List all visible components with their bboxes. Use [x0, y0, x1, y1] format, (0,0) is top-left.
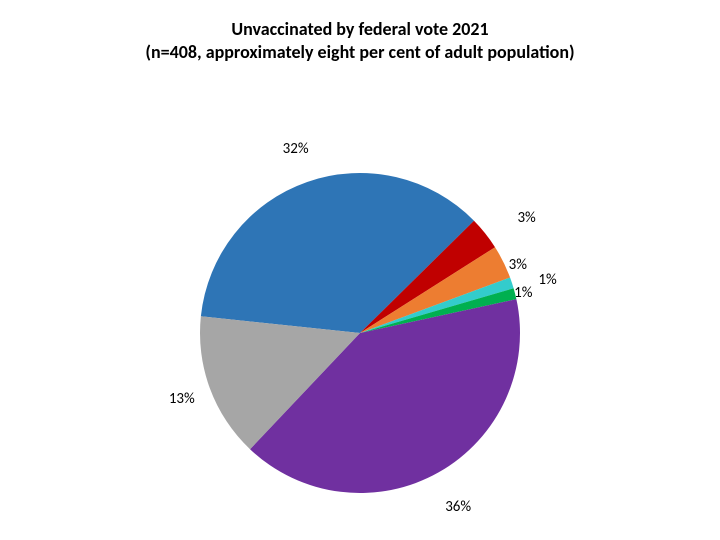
pie-slice-label: 1%: [514, 284, 532, 302]
pie-chart: 32% 3% 3% 1% 1% 36% 13%: [0, 63, 720, 523]
pie-slice-label: 36%: [445, 498, 471, 516]
pie-slice-label: 3%: [509, 256, 527, 274]
pie-slice-label: 1%: [538, 271, 556, 289]
chart-title-line2: (n=408, approximately eight per cent of …: [0, 41, 720, 64]
chart-title: Unvaccinated by federal vote 2021 (n=408…: [0, 0, 720, 63]
pie-slice-label: 32%: [283, 140, 309, 158]
pie-slice-label: 3%: [517, 209, 535, 227]
chart-title-line1: Unvaccinated by federal vote 2021: [0, 18, 720, 41]
pie-slice-label: 13%: [169, 390, 195, 408]
pie-chart-svg: [0, 63, 720, 523]
